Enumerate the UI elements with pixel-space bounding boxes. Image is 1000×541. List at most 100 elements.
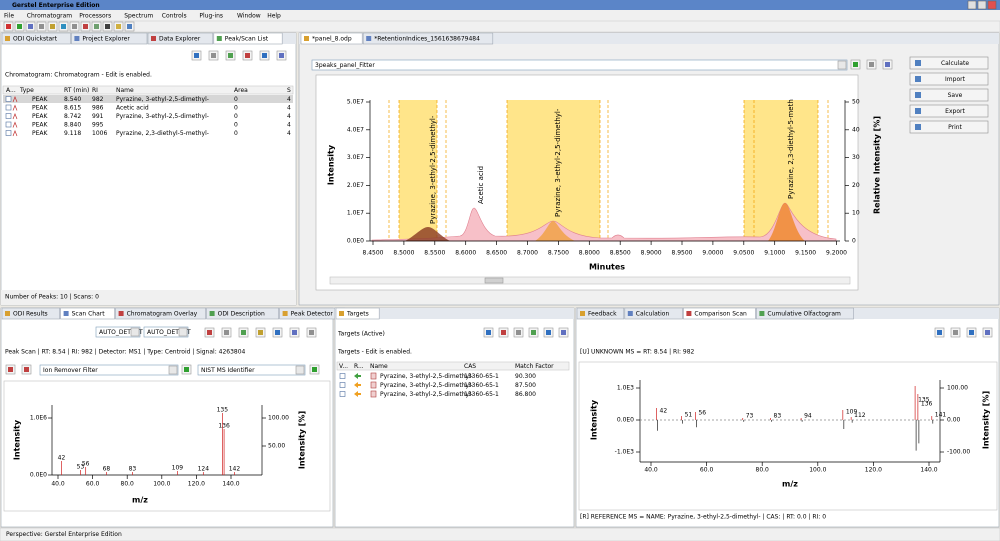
row-checkbox[interactable]: [5, 121, 12, 128]
table-cell[interactable]: Pyrazine, 3-ethyl-2,5-dimethyl-: [380, 382, 473, 389]
dropdown[interactable]: [311, 59, 848, 71]
table-cell[interactable]: Pyrazine, 3-ethyl-2,5-dimethyl-: [116, 96, 209, 103]
button-label[interactable]: Export: [945, 108, 965, 115]
table-cell[interactable]: 0: [234, 113, 238, 120]
table-cell[interactable]: 986: [92, 104, 104, 111]
menu-item[interactable]: Plug-ins: [199, 12, 223, 19]
tab[interactable]: [683, 307, 756, 320]
table-cell[interactable]: PEAK: [32, 113, 49, 120]
menu-item[interactable]: Chromatogram: [27, 12, 72, 19]
table-cell[interactable]: 0: [234, 130, 238, 137]
action-button[interactable]: [909, 56, 989, 70]
table-cell[interactable]: 13360-65-1: [464, 373, 499, 380]
table-cell[interactable]: 4: [287, 96, 291, 103]
dropdown-arrow[interactable]: [837, 60, 847, 70]
table-cell[interactable]: 995: [92, 121, 104, 128]
dropdown[interactable]: [143, 326, 189, 338]
table-cell[interactable]: PEAK: [32, 130, 49, 137]
dropdown-value[interactable]: NIST MS Identifier: [201, 367, 255, 374]
table-cell[interactable]: PEAK: [32, 104, 49, 111]
tab-label[interactable]: Targets: [346, 310, 369, 317]
action-button[interactable]: [909, 88, 989, 102]
menu-item[interactable]: Help: [267, 12, 281, 19]
column-header[interactable]: A...: [6, 87, 16, 94]
row-checkbox[interactable]: [5, 130, 12, 136]
table-cell[interactable]: Pyrazine, 3-ethyl-2,5-dimethyl-: [380, 391, 473, 398]
tab-label[interactable]: Comparison Scan: [694, 310, 747, 317]
dropdown-arrow[interactable]: [130, 327, 140, 337]
tab[interactable]: [71, 32, 148, 45]
table-cell[interactable]: PEAK: [32, 121, 49, 128]
table-cell[interactable]: 13360-65-1: [464, 391, 499, 398]
menu-item[interactable]: File: [4, 12, 14, 19]
tab[interactable]: [335, 307, 380, 320]
table-cell[interactable]: 1006: [92, 130, 107, 137]
tab[interactable]: [624, 307, 683, 320]
button-label[interactable]: Print: [948, 124, 962, 131]
table-cell[interactable]: Pyrazine, 3-ethyl-2,5-dimethyl-: [116, 113, 209, 120]
menu-item[interactable]: Controls: [162, 12, 187, 19]
tab[interactable]: [115, 307, 206, 320]
tab-label[interactable]: Chromatogram Overlay: [127, 310, 198, 317]
tab-label[interactable]: Calculation: [636, 310, 670, 317]
window-control[interactable]: [977, 0, 987, 10]
button-label[interactable]: Calculate: [941, 60, 969, 67]
tab[interactable]: [1, 307, 60, 320]
dropdown-value[interactable]: 3peaks_panel_Fitter: [315, 62, 375, 69]
tab[interactable]: [206, 307, 279, 320]
table-cell[interactable]: 8.615: [64, 104, 81, 111]
tab-label[interactable]: ODI Description: [218, 310, 265, 317]
tab-label[interactable]: Scan Chart: [72, 310, 106, 317]
column-header[interactable]: S: [287, 87, 291, 94]
table-cell[interactable]: 4: [287, 104, 291, 111]
menu-item[interactable]: Processors: [79, 12, 111, 19]
dropdown-arrow[interactable]: [168, 365, 178, 375]
row-checkbox[interactable]: [5, 96, 12, 102]
column-header[interactable]: Name: [370, 363, 388, 370]
tab[interactable]: [362, 32, 494, 45]
table-cell[interactable]: 90.300: [515, 373, 536, 380]
tab-label[interactable]: Peak Detector: [291, 310, 334, 317]
menu-item[interactable]: Window: [237, 12, 261, 19]
dropdown-value[interactable]: AUTO_DETECT: [147, 329, 191, 336]
dropdown[interactable]: [95, 326, 141, 338]
tab[interactable]: [60, 307, 115, 320]
column-header[interactable]: RT (min): [64, 87, 89, 94]
table-cell[interactable]: Pyrazine, 2,3-diethyl-5-methyl-: [116, 130, 209, 137]
tab-label[interactable]: Cumulative Olfactogram: [767, 310, 841, 317]
tab-label[interactable]: Feedback: [588, 310, 617, 317]
table-cell[interactable]: 4: [287, 121, 291, 128]
tab[interactable]: [147, 32, 214, 45]
dropdown-arrow[interactable]: [295, 365, 305, 375]
tab[interactable]: [213, 32, 283, 45]
table-cell[interactable]: 4: [287, 113, 291, 120]
tab-label[interactable]: Peak/Scan List: [225, 35, 269, 42]
row-checkbox[interactable]: [5, 104, 12, 111]
column-header[interactable]: CAS: [464, 363, 476, 370]
tab-label[interactable]: Data Explorer: [159, 35, 201, 42]
column-header[interactable]: RI: [92, 87, 98, 94]
tab[interactable]: [300, 32, 363, 45]
dropdown-value[interactable]: Ion Remover Filter: [43, 367, 98, 374]
column-header[interactable]: Name: [116, 87, 134, 94]
table-cell[interactable]: 0: [234, 104, 238, 111]
row-checkbox[interactable]: [339, 382, 346, 388]
table-cell[interactable]: 8.742: [64, 113, 81, 120]
scroll-thumb[interactable]: [484, 277, 504, 284]
dropdown-value[interactable]: AUTO_DETECT: [99, 329, 143, 336]
column-header[interactable]: R...: [354, 363, 364, 370]
row-checkbox[interactable]: [339, 373, 346, 379]
tab-label[interactable]: ODI Results: [13, 310, 48, 317]
button-label[interactable]: Save: [948, 92, 963, 99]
tab[interactable]: [1, 32, 71, 45]
table-cell[interactable]: 991: [92, 113, 104, 120]
table-cell[interactable]: 982: [92, 96, 104, 103]
table-cell[interactable]: 86.800: [515, 391, 536, 398]
column-header[interactable]: Match Factor: [515, 363, 554, 370]
column-header[interactable]: V...: [339, 363, 348, 370]
tab[interactable]: [576, 307, 625, 320]
button-label[interactable]: Import: [945, 76, 966, 83]
tab[interactable]: [756, 307, 854, 320]
action-button[interactable]: [909, 120, 989, 134]
row-checkbox[interactable]: [5, 113, 12, 119]
